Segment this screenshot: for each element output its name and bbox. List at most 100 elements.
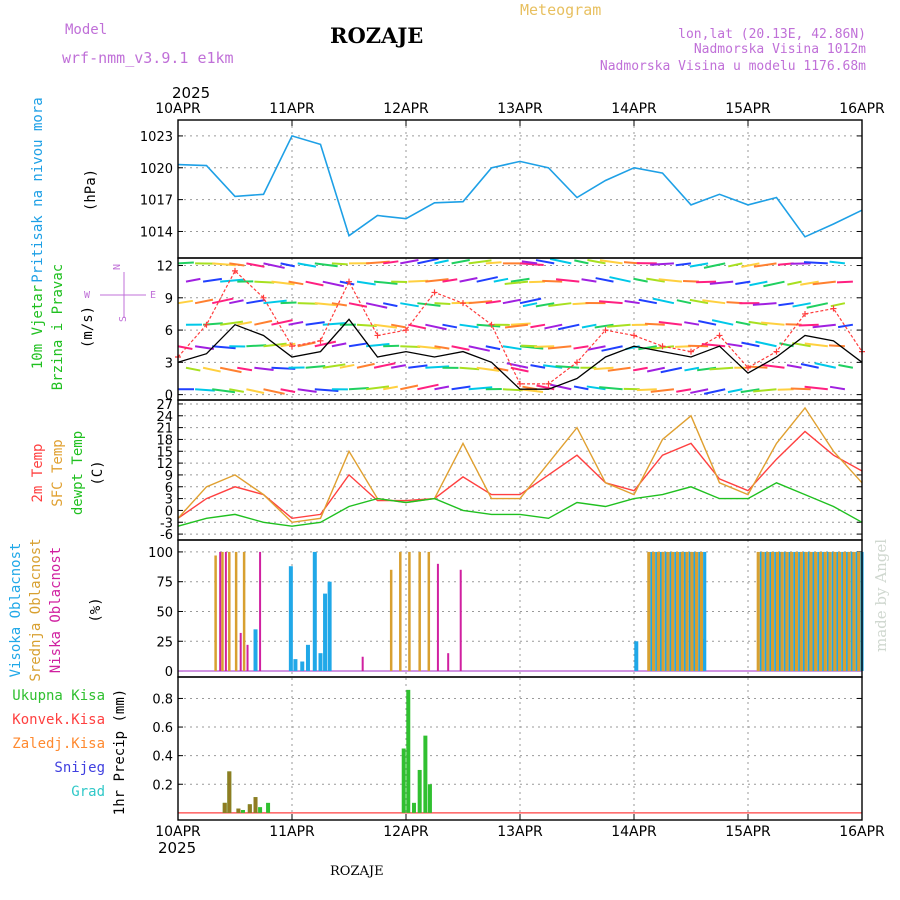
wind-arrow — [271, 280, 295, 286]
wind-arrow — [761, 321, 785, 326]
wind-arrow — [555, 278, 580, 283]
wind-arrow — [383, 260, 399, 265]
wind-arrow — [219, 366, 242, 374]
wind-arrow — [485, 345, 501, 351]
y-tick-label: 12 — [156, 457, 173, 472]
wind-arrow — [331, 302, 347, 307]
lonlat-text: lon,lat (20.13E, 42.86N) — [678, 27, 866, 42]
wind-arrow — [727, 342, 743, 348]
wind-arrow — [314, 302, 339, 307]
wind-arrow — [220, 320, 244, 326]
wind-arrow — [246, 344, 267, 348]
precip-axis-label: 1hr Precip (mm) — [112, 689, 128, 815]
y-tick-label: 0.4 — [152, 750, 173, 765]
wind-arrow — [202, 366, 221, 373]
low-cloud-bar — [447, 653, 450, 672]
gust-point — [232, 267, 238, 274]
mid-cloud-bar — [857, 551, 861, 672]
mid-cloud-bar — [785, 551, 789, 672]
wind-arrow — [271, 366, 296, 370]
wind-arrow — [391, 364, 406, 369]
gust-point — [802, 310, 808, 317]
wind-arrow — [703, 388, 726, 395]
wind-arrow — [305, 321, 325, 326]
y-tick-label: -3 — [160, 516, 173, 531]
y-tick-label: 27 — [156, 398, 173, 413]
wind-arrow — [548, 302, 572, 307]
mid-cloud-bar — [652, 551, 656, 672]
wind-arrow — [689, 298, 709, 305]
wind-arrow — [650, 262, 674, 266]
total-rain-bar — [423, 735, 428, 813]
wind-arrow — [698, 320, 717, 326]
wind-arrow — [761, 363, 785, 369]
precip-legend-item: Grad — [71, 784, 105, 800]
wind-arrow — [297, 388, 317, 393]
wind-arrow — [741, 262, 760, 268]
wind-arrow — [676, 299, 692, 305]
panel-frame — [177, 676, 863, 821]
x-tick-label-bottom: 12APR — [383, 824, 429, 840]
wind-arrow — [542, 279, 563, 283]
y-tick-label: 12 — [156, 260, 173, 275]
wind-arrow — [485, 261, 502, 265]
wind-arrow — [593, 366, 614, 371]
x-tick-label-bottom: 11APR — [269, 824, 315, 840]
total-rain-bar — [411, 802, 416, 813]
wind-arrow — [417, 345, 441, 350]
wind-arrow — [468, 386, 493, 391]
y-tick-label: 25 — [156, 635, 173, 650]
wind-arrow — [280, 262, 295, 268]
freezing-rain-bar — [253, 797, 258, 813]
wind-arrow — [468, 300, 493, 305]
wind-arrow — [727, 388, 743, 394]
wind-arrow — [510, 322, 531, 326]
wind-arrow — [624, 300, 640, 305]
wind-arrow — [237, 366, 253, 372]
wind-arrow — [408, 323, 427, 330]
year-bottom: 2025 — [158, 839, 196, 857]
x-tick-label-top: 15APR — [725, 101, 771, 117]
total-rain-bar — [401, 748, 406, 813]
wind-arrow — [633, 277, 648, 283]
wind-arrow — [288, 321, 304, 326]
wind-arrow — [331, 342, 347, 348]
wind-arrow — [800, 362, 819, 369]
wind-arrow — [391, 323, 406, 329]
wind-arrow — [212, 345, 236, 350]
wind-arrow — [557, 323, 580, 331]
year-top: 2025 — [172, 84, 210, 102]
gust-point — [317, 337, 324, 344]
pressure-unit-label: (hPa) — [83, 169, 99, 211]
wind-arrow — [400, 302, 419, 308]
compass-icon: W E N S — [84, 264, 156, 322]
mid-cloud-bar — [661, 551, 665, 672]
wind-arrow — [778, 302, 794, 307]
wind-arrow — [510, 366, 529, 373]
high-cloud-bar — [300, 661, 305, 672]
wind-arrow — [803, 261, 828, 265]
mid-cloud-bar — [699, 551, 704, 672]
wind-arrow — [280, 388, 296, 393]
wind-arrow — [271, 319, 293, 326]
t2m-axis-label: 2m Temp — [30, 443, 46, 502]
wind-arrow — [459, 277, 478, 283]
mid-cloud-bar — [833, 551, 837, 672]
wind-arrow — [400, 384, 419, 391]
wind-arrow — [356, 280, 376, 286]
y-tick-label: 0.8 — [152, 692, 173, 707]
gust-point — [830, 305, 837, 312]
mid-cloud-bar — [221, 551, 224, 672]
wind-unit-label: (m/s) — [80, 306, 96, 348]
wind-arrow — [684, 366, 700, 372]
wind-arrow — [741, 341, 760, 348]
high-cloud-bar — [327, 581, 332, 672]
wind-arrow — [607, 323, 631, 328]
wind-arrow — [476, 276, 498, 283]
gust-point — [431, 289, 438, 296]
wind-arrow — [502, 345, 522, 351]
mid-cloud-bar — [771, 551, 775, 672]
wind-arrow — [587, 345, 606, 351]
y-tick-label: 24 — [156, 410, 173, 425]
wind-arrow — [229, 388, 245, 393]
